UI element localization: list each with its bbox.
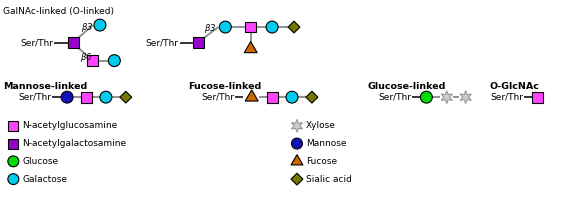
Polygon shape xyxy=(120,91,132,103)
Circle shape xyxy=(100,91,112,103)
Bar xyxy=(267,92,278,103)
Text: $\beta$3: $\beta$3 xyxy=(81,20,93,34)
Text: $\beta$3: $\beta$3 xyxy=(204,22,216,35)
Circle shape xyxy=(286,91,298,103)
Text: Xylose: Xylose xyxy=(306,121,336,130)
Polygon shape xyxy=(288,21,300,33)
Circle shape xyxy=(266,21,278,33)
Text: Glucose-linked: Glucose-linked xyxy=(367,82,446,91)
Bar xyxy=(8,121,18,131)
Text: Ser/Thr: Ser/Thr xyxy=(20,38,53,47)
Text: Ser/Thr: Ser/Thr xyxy=(146,38,178,47)
Text: Sialic acid: Sialic acid xyxy=(306,175,352,184)
Bar xyxy=(8,139,18,148)
Text: Mannose-linked: Mannose-linked xyxy=(4,82,88,91)
Bar xyxy=(81,92,92,103)
Circle shape xyxy=(94,19,106,31)
Polygon shape xyxy=(460,91,472,104)
Circle shape xyxy=(108,55,121,67)
Circle shape xyxy=(291,138,302,149)
Polygon shape xyxy=(291,173,303,185)
Text: $\beta$6: $\beta$6 xyxy=(80,51,92,64)
Polygon shape xyxy=(245,90,258,101)
Polygon shape xyxy=(291,155,303,165)
Polygon shape xyxy=(441,91,452,104)
Polygon shape xyxy=(306,91,318,103)
Circle shape xyxy=(8,156,19,167)
Text: N-acetylgalactosamine: N-acetylgalactosamine xyxy=(22,139,126,148)
Text: Ser/Thr: Ser/Thr xyxy=(378,93,411,102)
Bar xyxy=(245,22,256,33)
Text: Ser/Thr: Ser/Thr xyxy=(201,93,234,102)
Text: Galactose: Galactose xyxy=(22,175,67,184)
Circle shape xyxy=(61,91,73,103)
Text: Fucose-linked: Fucose-linked xyxy=(188,82,261,91)
Text: Ser/Thr: Ser/Thr xyxy=(18,93,51,102)
Bar xyxy=(68,37,78,48)
Circle shape xyxy=(8,174,19,185)
Text: Mannose: Mannose xyxy=(306,139,346,148)
Polygon shape xyxy=(244,42,257,53)
Text: Glucose: Glucose xyxy=(22,157,58,166)
Text: N-acetylglucosamine: N-acetylglucosamine xyxy=(22,121,118,130)
Circle shape xyxy=(219,21,231,33)
Text: Ser/Thr: Ser/Thr xyxy=(490,93,523,102)
Text: Fucose: Fucose xyxy=(306,157,337,166)
Circle shape xyxy=(421,91,432,103)
Text: GalNAc-linked (O-linked): GalNAc-linked (O-linked) xyxy=(4,7,115,16)
Text: O-GlcNAc: O-GlcNAc xyxy=(489,82,539,91)
Polygon shape xyxy=(291,119,302,132)
Bar xyxy=(193,37,204,48)
Bar xyxy=(532,92,543,103)
Bar xyxy=(88,55,98,66)
